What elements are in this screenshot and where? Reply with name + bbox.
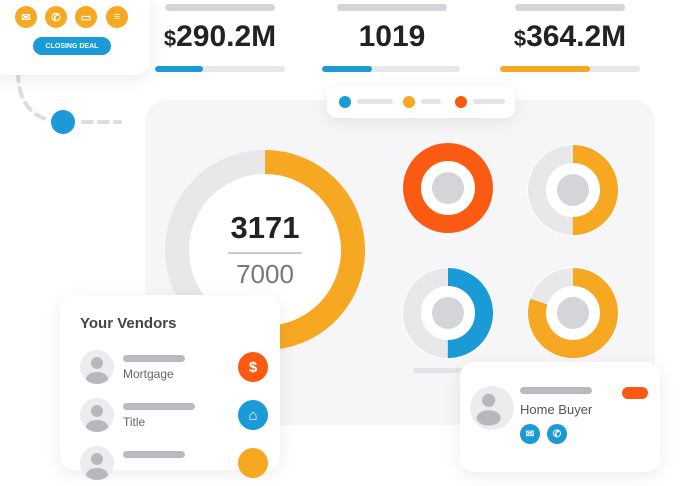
home-buyer-card[interactable]: Home Buyer ✉ ✆ [460,362,660,472]
small-donut-arc[interactable] [403,268,493,358]
stat-progress [500,66,640,72]
small-donut-arc[interactable] [528,145,618,235]
avatar [470,386,514,430]
small-donut-arc[interactable] [528,268,618,358]
small-donut-arc[interactable] [403,143,493,233]
donut-center [557,297,589,329]
donut-total: 7000 [236,259,294,289]
stat-progress [155,66,285,72]
legend-dot-orange[interactable] [403,96,415,108]
legend-dot-blue[interactable] [339,96,351,108]
home-icon[interactable]: ⌂ [238,400,268,430]
status-badge [622,387,648,399]
deal-card: ✉ ✆ ▭ ≡ CLOSING DEAL [0,0,150,75]
avatar [80,350,114,384]
timeline-dot[interactable] [51,110,75,134]
avatar [80,446,114,480]
vendor-label: Title [123,415,146,429]
stat-value: $290.2M [163,20,277,53]
vendors-title: Your Vendors [80,315,177,332]
legend-dot-red[interactable] [455,96,467,108]
connector-path [16,70,122,137]
donut-center [432,297,464,329]
buyer-label: Home Buyer [520,402,593,417]
donut-center [432,172,464,204]
donut-center [557,174,589,206]
vendor-item[interactable]: Title ⌂ [60,398,280,438]
legend [327,86,515,118]
donut-value: 3171 [230,210,300,245]
avatar [80,398,114,432]
divider [228,252,302,254]
mail-icon[interactable]: ✉ [520,424,540,444]
stat-value: 1019 [358,20,426,53]
stat-progress [322,66,460,72]
phone-icon[interactable]: ✆ [45,6,67,28]
dollar-icon[interactable]: $ [238,352,268,382]
stat-value: $364.2M [513,20,627,53]
closing-deal-badge[interactable]: CLOSING DEAL [33,37,111,55]
vendor-item[interactable]: Mortgage $ [60,350,280,390]
vendor-item[interactable] [60,446,280,486]
mail-icon[interactable]: ✉ [15,6,37,28]
calendar-icon[interactable]: ▭ [75,6,97,28]
phone-icon[interactable]: ✆ [547,424,567,444]
vendors-card: Your Vendors Mortgage $ Title ⌂ [60,295,280,480]
vendor-label: Mortgage [123,367,174,381]
notepad-icon[interactable]: ≡ [106,6,128,28]
